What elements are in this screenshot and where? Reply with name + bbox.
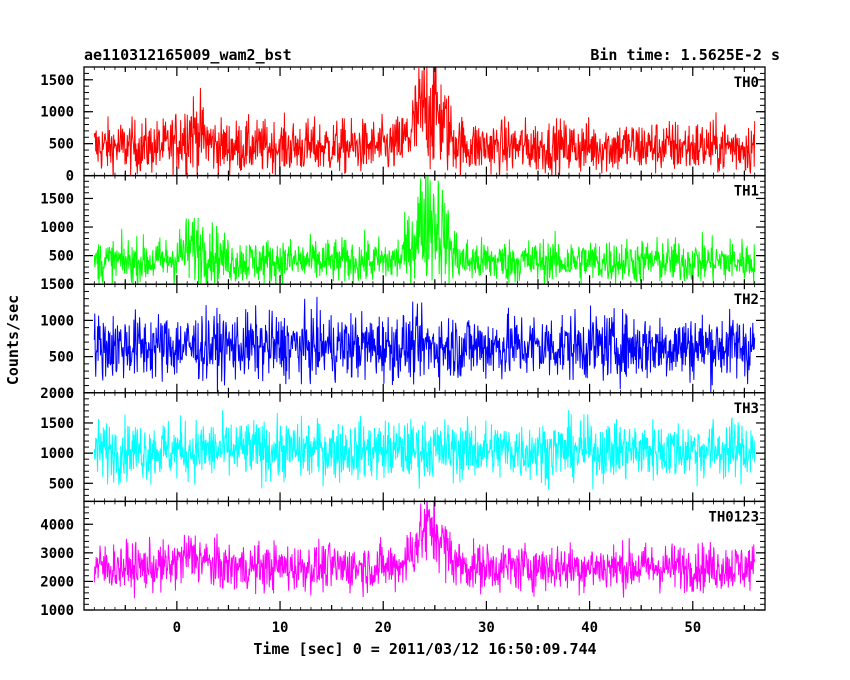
chart-title-left: ae110312165009_wam2_bst <box>84 46 292 64</box>
panel-label-th3: TH3 <box>734 401 759 417</box>
y-tick-label: 0 <box>66 277 74 293</box>
y-tick-label: 1000 <box>40 313 74 329</box>
series-line-th2 <box>93 296 756 393</box>
y-tick-label: 2000 <box>40 386 74 402</box>
x-tick-label: 40 <box>581 620 598 636</box>
y-tick-label: 1500 <box>40 191 74 207</box>
x-axis: 0 10 20 30 40 50 <box>173 620 702 636</box>
y-tick-label: 500 <box>49 350 74 366</box>
y-tick-label: 1500 <box>40 277 74 293</box>
panel-label-th2: TH2 <box>734 292 759 308</box>
x-tick-label: 0 <box>173 620 181 636</box>
x-axis-label: Time [sec] 0 = 2011/03/12 16:50:09.744 <box>253 640 596 658</box>
y-tick-label: 1000 <box>40 220 74 236</box>
chart-title-right: Bin time: 1.5625E-2 s <box>590 46 780 64</box>
panel-th1: 0 500 1000 1500 TH1 <box>40 174 766 293</box>
y-axis-label: Counts/sec <box>4 295 22 385</box>
y-tick-label: 1000 <box>40 105 74 121</box>
series-line-th0123 <box>93 501 756 599</box>
series-line-th1 <box>93 175 756 285</box>
y-tick-label: 1000 <box>40 446 74 462</box>
x-tick-label: 10 <box>272 620 289 636</box>
y-tick-label: 500 <box>49 476 74 492</box>
y-tick-label: 2000 <box>40 574 74 590</box>
y-tick-label: 3000 <box>40 546 74 562</box>
y-tick-label: 500 <box>49 249 74 265</box>
y-tick-label: 4000 <box>40 517 74 533</box>
y-tick-label: 1000 <box>40 603 74 619</box>
panel-th2: 0 500 1000 1500 TH2 <box>40 277 766 402</box>
x-tick-label: 50 <box>684 620 701 636</box>
panel-label-th1: TH1 <box>734 184 759 200</box>
panel-label-th0: TH0 <box>734 75 759 91</box>
panel-label-th0123: TH0123 <box>708 509 759 525</box>
x-tick-label: 20 <box>375 620 392 636</box>
panel-th0123: 1000 2000 3000 4000 TH0123 <box>40 500 766 619</box>
panel-th3: 500 1000 1500 2000 TH3 <box>40 386 766 503</box>
x-tick-label: 30 <box>478 620 495 636</box>
y-tick-label: 0 <box>66 169 74 185</box>
series-line-th0 <box>93 67 756 176</box>
y-tick-label: 0 <box>66 386 74 402</box>
y-tick-label: 1500 <box>40 416 74 432</box>
y-tick-label: 500 <box>49 137 74 153</box>
y-tick-label: 1500 <box>40 73 74 89</box>
panels-group: 0 500 1000 1500 TH0 0 500 1000 1500 TH1 0 500 1000 15… <box>40 66 766 619</box>
series-line-th3 <box>93 409 756 490</box>
